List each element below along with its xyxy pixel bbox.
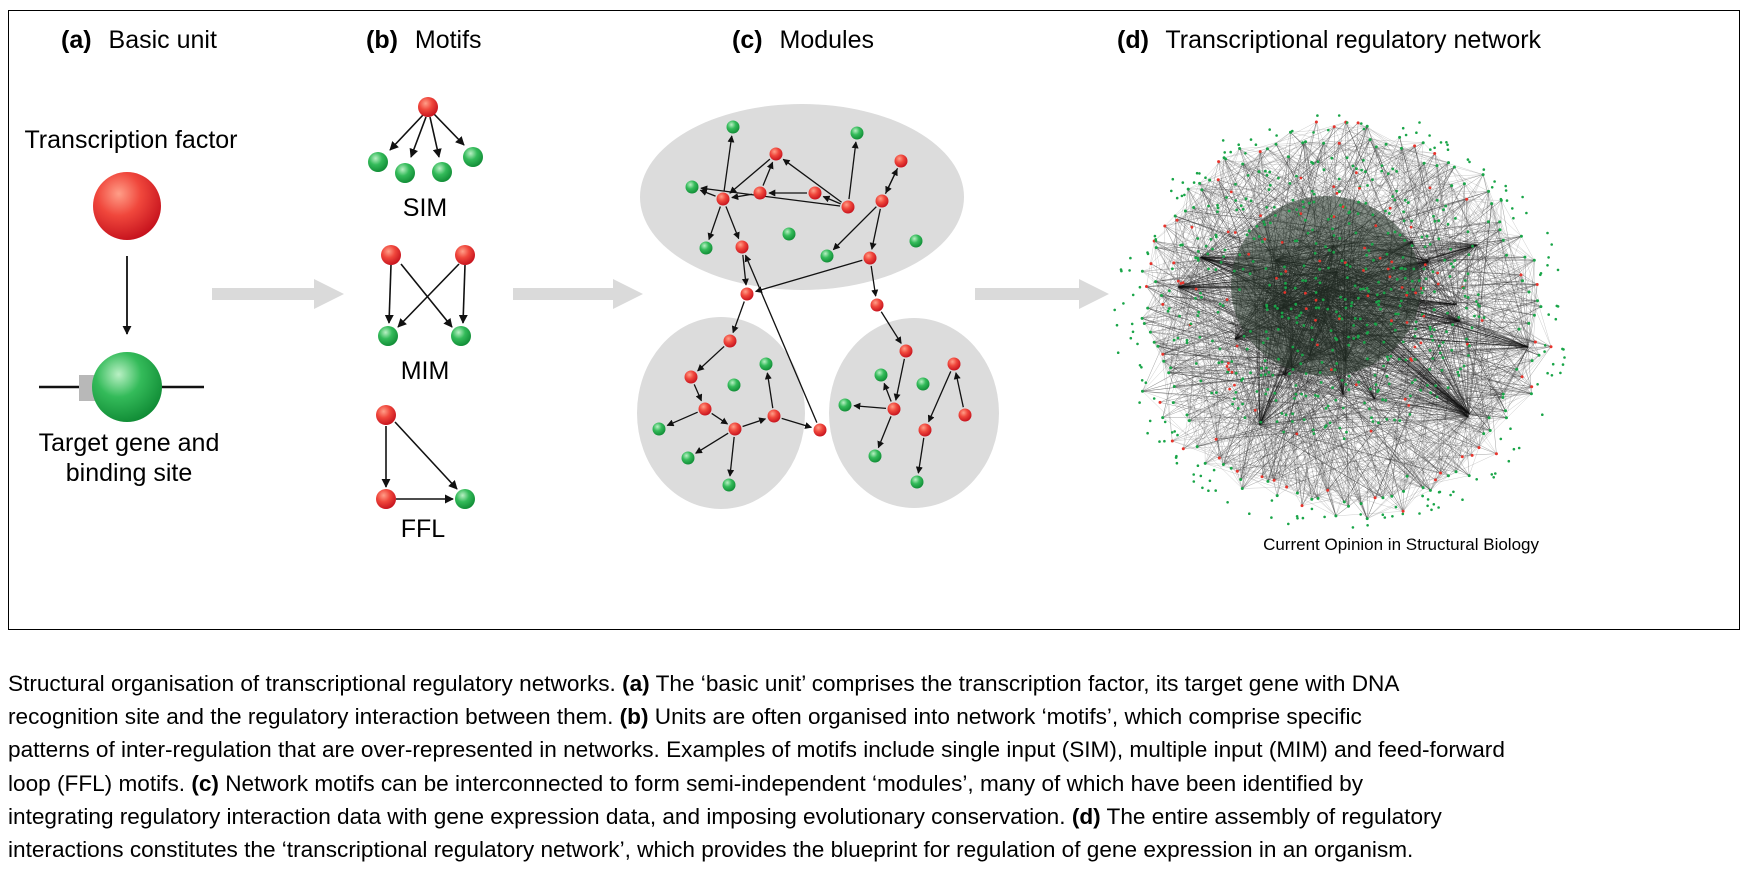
caption-panel-ref: (d) xyxy=(1071,803,1101,829)
caption-text: Units are often organised into network ‘… xyxy=(648,704,1362,730)
caption-panel-ref: (a) xyxy=(622,671,650,696)
caption-text: Network motifs can be interconnected to … xyxy=(218,770,1364,796)
panel-d-label: Transcriptional regulatory network xyxy=(1165,26,1541,54)
sim-target-node xyxy=(395,163,415,183)
caption-text: recognition site and the regulatory inte… xyxy=(8,704,620,730)
figure-caption: Structural organisation of transcription… xyxy=(8,667,1744,866)
flow-arrow-1 xyxy=(212,279,344,309)
caption-text: Structural organisation of transcription… xyxy=(8,671,623,696)
module-background xyxy=(640,104,964,290)
figure-frame: (a) Basic unit (b) Motifs (c) Modules (d… xyxy=(8,10,1740,630)
figure-illustration: (a) Basic unit (b) Motifs (c) Modules (d… xyxy=(24,26,1566,554)
motif-mim: MIM xyxy=(378,245,475,385)
panel-a-letter: (a) xyxy=(61,26,92,54)
sim-target-node xyxy=(368,152,388,172)
basic-unit-diagram: Transcription factor Target gene and bin… xyxy=(24,126,237,487)
caption-panel-ref: (c) xyxy=(191,770,219,796)
panel-d-title: (d) Transcriptional regulatory network xyxy=(1117,26,1542,54)
caption-panel-ref: (b) xyxy=(619,704,649,730)
flow-arrow-3 xyxy=(975,279,1109,309)
panel-c-letter: (c) xyxy=(732,26,763,54)
mim-tf-node xyxy=(381,245,401,265)
panel-b-title: (b) Motifs xyxy=(366,26,482,54)
ffl-tf-node xyxy=(376,405,396,425)
mim-tf-node xyxy=(455,245,475,265)
panel-c-label: Modules xyxy=(780,26,875,54)
motif-ffl: FFL xyxy=(376,405,475,543)
panel-c-title: (c) Modules xyxy=(732,26,874,54)
modules-diagram xyxy=(637,104,999,509)
sim-target-node xyxy=(432,162,452,182)
module-background xyxy=(637,317,805,509)
caption-text: loop (FFL) motifs. xyxy=(8,770,192,796)
credit-line: Current Opinion in Structural Biology xyxy=(1263,535,1539,554)
tf-node xyxy=(93,172,161,240)
panel-b-label: Motifs xyxy=(415,26,482,54)
motif-sim: SIM xyxy=(368,97,483,222)
target-gene-node xyxy=(92,352,162,422)
mim-label: MIM xyxy=(401,357,450,385)
caption-text: integrating regulatory interaction data … xyxy=(8,803,1072,829)
caption-line: recognition site and the regulatory inte… xyxy=(8,700,1744,733)
caption-line: patterns of inter-regulation that are ov… xyxy=(8,733,1744,766)
target-label-line2: binding site xyxy=(66,459,192,487)
sim-tf-node xyxy=(418,97,438,117)
sim-label: SIM xyxy=(403,194,447,222)
sim-target-node xyxy=(463,147,483,167)
panel-b-letter: (b) xyxy=(366,26,398,54)
flow-arrow-2 xyxy=(513,279,643,309)
panel-a-label: Basic unit xyxy=(109,26,217,54)
caption-text: The entire assembly of regulatory xyxy=(1100,803,1442,829)
mim-target-node xyxy=(378,326,398,346)
regulatory-network-hairball xyxy=(1113,114,1566,529)
panel-a-title: (a) Basic unit xyxy=(61,26,217,54)
caption-line: loop (FFL) motifs. (c) Network motifs ca… xyxy=(8,767,1744,800)
tf-label: Transcription factor xyxy=(24,126,237,154)
panel-d-letter: (d) xyxy=(1117,26,1149,54)
caption-text: patterns of inter-regulation that are ov… xyxy=(8,737,1505,763)
target-label-line1: Target gene and xyxy=(39,429,220,457)
caption-text: interactions constitutes the ‘transcript… xyxy=(8,837,1414,863)
ffl-label: FFL xyxy=(401,515,446,543)
caption-text: The ‘basic unit’ comprises the transcrip… xyxy=(649,671,1400,696)
caption-line: interactions constitutes the ‘transcript… xyxy=(8,833,1744,866)
ffl-tf-node xyxy=(376,489,396,509)
mim-target-node xyxy=(451,326,471,346)
caption-line: Structural organisation of transcription… xyxy=(8,667,1744,700)
ffl-target-node xyxy=(455,489,475,509)
caption-line: integrating regulatory interaction data … xyxy=(8,800,1744,833)
